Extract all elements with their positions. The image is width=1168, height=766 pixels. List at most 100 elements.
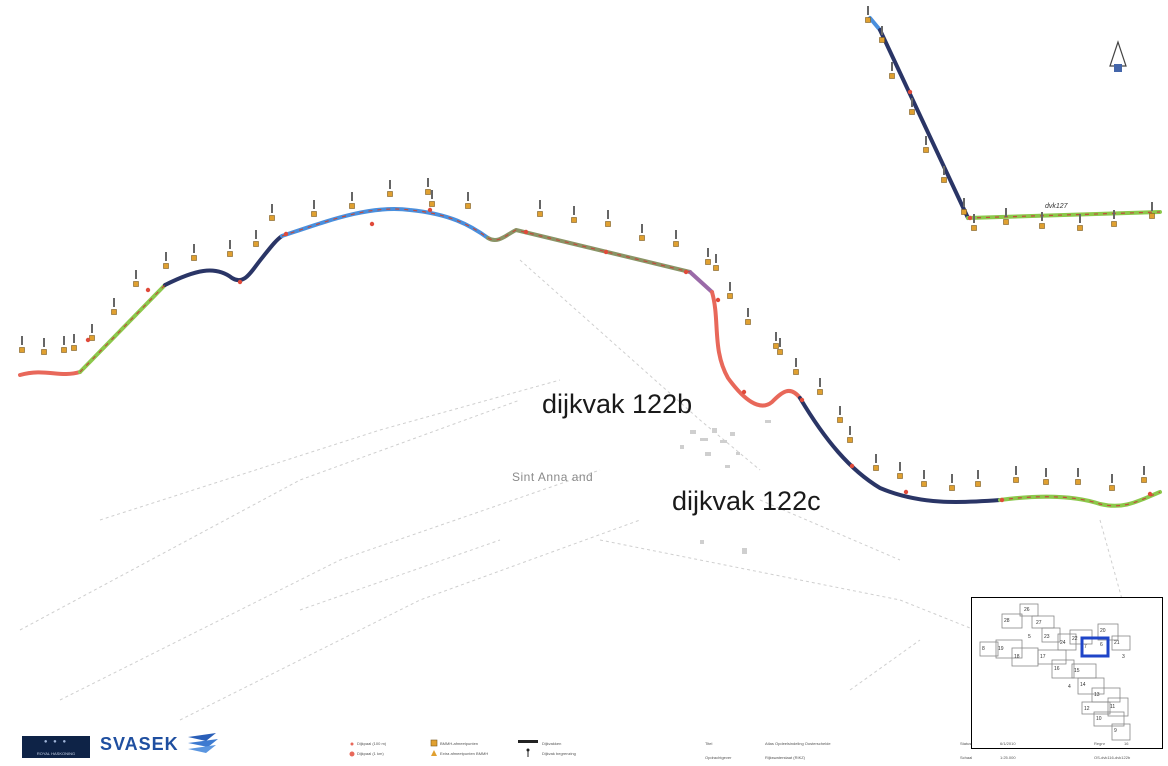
dike-pole-tag: [165, 252, 167, 261]
opdrachtgever-label: Opdrachtgever: [705, 755, 732, 760]
inset-section-number: 7: [1084, 644, 1087, 650]
dike-pole-marker: [111, 309, 117, 315]
dike-pole-tag: [467, 192, 469, 201]
dijkpaal-dot: [237, 279, 243, 285]
legend-dijkvakken-icon: [518, 740, 538, 743]
dike-pole-marker: [639, 235, 645, 241]
inset-section-number: 6: [1100, 642, 1103, 648]
inset-section-number: 18: [1014, 654, 1020, 660]
inset-sections: 26 28 27 23 24 22 20 21 19 18 17 16 15 14 13 12 11 10 9 8 7 6…: [979, 603, 1131, 741]
dike-pole-marker: [429, 201, 435, 207]
dike-pole-tag: [867, 6, 869, 15]
dike-pole-marker: [571, 217, 577, 223]
dike-pole-marker: [1149, 213, 1155, 219]
opdrachtgever-value: Rijkswaterstaat (RIKZ): [765, 755, 806, 760]
dike-pole-tag: [795, 358, 797, 367]
section-label: dvk127: [1045, 203, 1068, 210]
dike-pole-marker: [1141, 477, 1147, 483]
legend-extra-bmmh-icon: [431, 750, 437, 756]
dike-pole-marker: [949, 485, 955, 491]
dike-pole-marker: [673, 241, 679, 247]
inset-section-number: 4: [1068, 684, 1071, 690]
dijkpaal-dot: [283, 231, 289, 237]
dike-pole-tag: [389, 180, 391, 189]
map-footer: ● ● ● ROYAL HASKONING SVASEK Dijkpaal (1…: [0, 726, 1168, 766]
dike-pole-tag: [539, 200, 541, 209]
regnr-label: Regnr: [1094, 741, 1105, 746]
dike-pole-tag: [977, 470, 979, 479]
dike-pole-tag: [1005, 208, 1007, 217]
dike-pole-marker: [921, 481, 927, 487]
legend-item-1: Dijkpaal (100 m): [357, 741, 387, 746]
inset-section-number: 27: [1036, 620, 1042, 626]
dike-pole-marker: [1075, 479, 1081, 485]
svasek-wave-icon: [188, 733, 218, 753]
village-blocks: [680, 420, 771, 554]
dike-pole-tag: [849, 426, 851, 435]
dike-pole-tag: [351, 192, 353, 201]
dike-pole-tag: [707, 248, 709, 257]
status-label: Status: [960, 741, 972, 746]
dike-pole-tag: [963, 198, 965, 207]
inset-section-number: 3: [1122, 654, 1125, 660]
route-dash-overlay: [79, 208, 1161, 507]
dike-pole-tag: [641, 224, 643, 233]
dike-pole-tag: [1015, 466, 1017, 475]
titel-value: Atlas Opdeelsindeling Oosterschelde: [765, 741, 831, 746]
dike-pole-marker: [923, 147, 929, 153]
dike-pole-tag: [1143, 466, 1145, 475]
dijkpaal-dot: [999, 497, 1005, 503]
dike-pole-tag: [839, 406, 841, 415]
dike-pole-tag: [1151, 202, 1153, 211]
dike-pole-tag: [779, 338, 781, 347]
inset-section-number: 22: [1072, 636, 1078, 642]
dike-pole-marker: [961, 209, 967, 215]
dike-pole-tag: [943, 166, 945, 175]
dijkpaal-dot: [1147, 491, 1153, 497]
dike-pole-tag: [1111, 474, 1113, 483]
dike-pole-tag: [911, 98, 913, 107]
dike-pole-tag: [675, 230, 677, 239]
svasek-logo: SVASEK: [100, 734, 179, 754]
dike-pole-tag: [923, 470, 925, 479]
dike-pole-tag: [899, 462, 901, 471]
dike-pole-marker: [865, 17, 871, 23]
dike-pole-marker: [817, 389, 823, 395]
inset-section-number: 11: [1110, 704, 1115, 710]
dike-pole-marker: [773, 343, 779, 349]
dike-pole-marker: [847, 437, 853, 443]
dike-pole-marker: [745, 319, 751, 325]
dike-pole-marker: [227, 251, 233, 257]
legend-item-2: Dijkpaal (1 km): [357, 751, 384, 756]
dike-pole-marker: [349, 203, 355, 209]
inset-section-number: 8: [982, 646, 985, 652]
dike-pole-tag: [113, 298, 115, 307]
dike-pole-tag: [973, 214, 975, 223]
dike-pole-marker: [71, 345, 77, 351]
dike-pole-marker: [727, 293, 733, 299]
dike-pole-marker: [975, 481, 981, 487]
dike-pole-marker: [163, 263, 169, 269]
dike-pole-marker: [713, 265, 719, 271]
inset-section-number: 24: [1060, 640, 1066, 646]
inset-section-number: 16: [1054, 666, 1060, 672]
inset-section-number: 28: [1004, 618, 1010, 624]
dike-pole-marker: [1003, 219, 1009, 225]
dike-pole-marker: [897, 473, 903, 479]
inset-section-number: 15: [1074, 668, 1080, 674]
legend-bmmh-icon: [430, 739, 438, 747]
dike-pole-tag: [775, 332, 777, 341]
inset-section-number: 12: [1084, 706, 1090, 712]
dike-route: [18, 16, 1162, 508]
inset-section-number: 9: [1114, 728, 1117, 734]
dijkpaal-dot: [741, 389, 747, 395]
dike-pole-marker: [253, 241, 259, 247]
dike-pole-marker: [89, 335, 95, 341]
dijkpaal-dot: [907, 89, 913, 95]
dijkpaal-dot: [369, 221, 375, 227]
dike-pole-tag: [881, 26, 883, 35]
dike-pole-marker: [889, 73, 895, 79]
dijkpaal-dot: [603, 249, 609, 255]
inset-section-number: 21: [1114, 640, 1120, 646]
